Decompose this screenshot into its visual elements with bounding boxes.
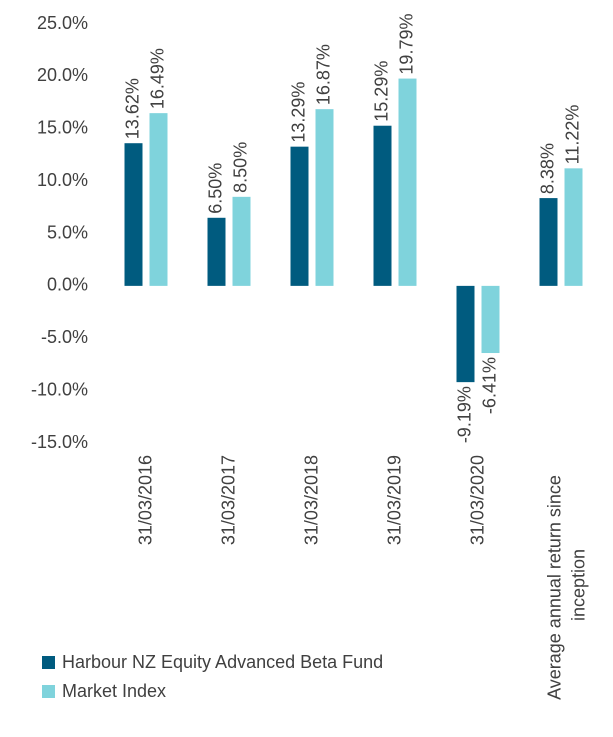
bar — [481, 285, 500, 354]
bar — [564, 168, 583, 286]
x-tick-label: 31/03/2016 — [135, 455, 155, 545]
data-label: 13.29% — [288, 82, 308, 143]
y-tick-label: -5.0% — [41, 327, 88, 347]
bar — [232, 196, 251, 286]
y-tick-label: 20.0% — [37, 65, 88, 85]
x-tick-label-line: Average annual return since — [544, 470, 564, 700]
data-label: 19.79% — [396, 14, 416, 75]
y-tick-label: -15.0% — [31, 432, 88, 452]
bar — [290, 146, 309, 286]
data-label: 8.38% — [537, 143, 557, 194]
y-tick-label: 0.0% — [47, 275, 88, 295]
x-tick-label-line: inception — [568, 549, 588, 621]
x-tick-label: 31/03/2017 — [218, 455, 238, 545]
x-tick-label: 31/03/2019 — [384, 455, 404, 545]
x-tick-label: 31/03/2018 — [301, 455, 321, 545]
data-label: 8.50% — [230, 142, 250, 193]
bar — [124, 143, 143, 286]
legend-label: Market Index — [62, 681, 166, 701]
legend-swatch — [42, 685, 55, 698]
bar — [149, 113, 168, 286]
bar — [315, 109, 334, 286]
y-tick-label: 15.0% — [37, 118, 88, 138]
data-label: 6.50% — [205, 163, 225, 214]
y-tick-label: 5.0% — [47, 222, 88, 242]
y-tick-label: 10.0% — [37, 170, 88, 190]
bar — [456, 285, 475, 383]
bar — [539, 198, 558, 286]
y-tick-label: -10.0% — [31, 379, 88, 399]
data-label: 13.62% — [122, 78, 142, 139]
x-tick-label: 31/03/2020 — [467, 455, 487, 545]
x-tick-label: Average annual return since inception — [544, 470, 588, 700]
data-label: -9.19% — [454, 386, 474, 443]
y-tick-label: 25.0% — [37, 13, 88, 33]
legend-label: Harbour NZ Equity Advanced Beta Fund — [62, 652, 383, 672]
bar — [398, 78, 417, 286]
bar — [207, 217, 226, 286]
data-label: 15.29% — [371, 61, 391, 122]
data-label: -6.41% — [479, 357, 499, 414]
legend-swatch — [42, 656, 55, 669]
bar — [373, 125, 392, 286]
data-label: 11.22% — [562, 105, 582, 165]
data-label: 16.49% — [147, 48, 167, 109]
data-label: 16.87% — [313, 44, 333, 105]
